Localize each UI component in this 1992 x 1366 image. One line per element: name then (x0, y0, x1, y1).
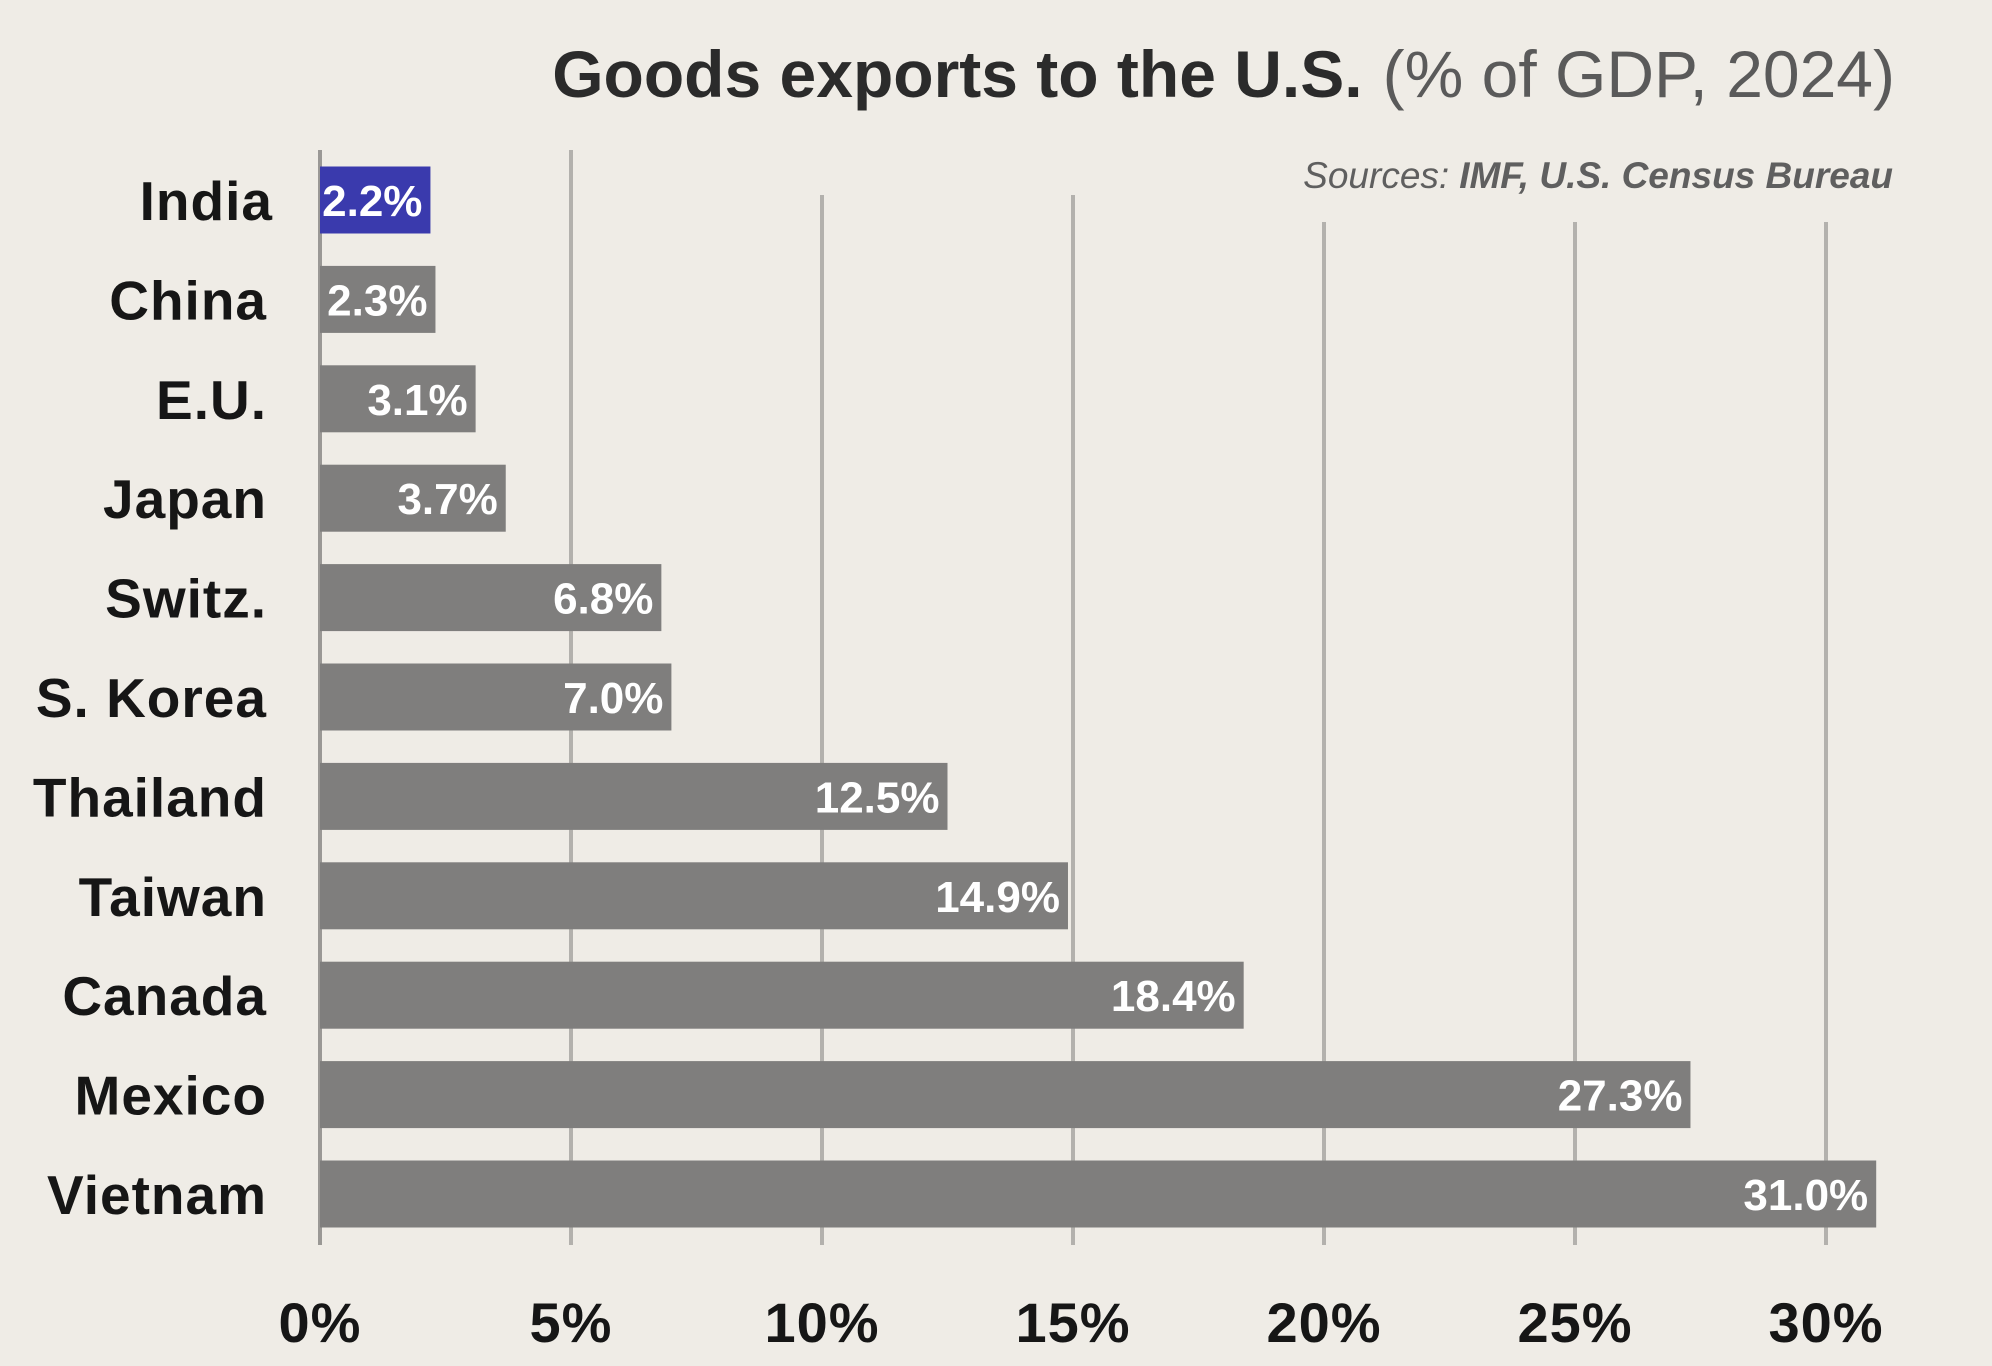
bar-japan (320, 464, 506, 532)
bar-value-label: 14.9% (935, 873, 1060, 922)
source-names: IMF, U.S. Census Bureau (1459, 155, 1893, 196)
bar-china (320, 265, 436, 333)
x-tick-label: 20% (1266, 1291, 1381, 1354)
bar-value-label: 3.7% (397, 475, 497, 524)
category-label: India (140, 170, 273, 232)
chart-title: Goods exports to the U.S. (% of GDP, 2024… (552, 37, 1895, 111)
bar-canada (320, 961, 1244, 1029)
category-label: Mexico (75, 1065, 267, 1127)
category-label: Canada (62, 965, 267, 1027)
bar-thailand (320, 762, 948, 830)
bar-value-label: 27.3% (1558, 1072, 1683, 1121)
category-label: E.U. (156, 369, 267, 431)
bar-value-label: 2.3% (327, 276, 427, 325)
category-label: Japan (103, 468, 267, 530)
bar-value-label: 2.2% (322, 177, 422, 226)
category-label: Switz. (105, 568, 267, 630)
category-label: Thailand (33, 766, 267, 828)
category-label: China (109, 269, 267, 331)
chart-title-main: Goods exports to the U.S. (552, 37, 1362, 111)
source-note: Sources: IMF, U.S. Census Bureau (1303, 155, 1893, 196)
bar-value-label: 7.0% (563, 674, 663, 723)
category-label: Taiwan (79, 866, 267, 928)
bars (320, 166, 1877, 1228)
bar-value-label: 6.8% (553, 575, 653, 624)
bar-vietnam (320, 1160, 1877, 1228)
labels: 0% 5% 10% 15% 20% 25% 30% 2.2% India 2.3% China 3.1… (33, 170, 1883, 1354)
source-prefix: Sources: (1303, 155, 1449, 196)
bar-value-label: 31.0% (1743, 1171, 1868, 1220)
bar-india (320, 166, 431, 234)
bar-mexico (320, 1061, 1691, 1129)
bar-s-korea (320, 663, 672, 731)
x-tick-label: 25% (1517, 1291, 1632, 1354)
x-tick-label: 5% (530, 1291, 613, 1354)
x-tick-label: 10% (764, 1291, 879, 1354)
bar-value-label: 12.5% (815, 773, 940, 822)
gridlines (318, 150, 1828, 1245)
bar-e-u (320, 365, 476, 433)
bar-value-label: 3.1% (367, 376, 467, 425)
bar-value-label: 18.4% (1111, 972, 1236, 1021)
bar-switz (320, 564, 662, 632)
x-tick-label: 0% (279, 1291, 362, 1354)
category-label: Vietnam (47, 1164, 267, 1226)
category-label: S. Korea (36, 667, 267, 729)
chart-title-units: (% of GDP, 2024) (1383, 37, 1895, 111)
x-tick-label: 30% (1768, 1291, 1883, 1354)
bar-taiwan (320, 862, 1068, 930)
x-tick-label: 15% (1015, 1291, 1130, 1354)
